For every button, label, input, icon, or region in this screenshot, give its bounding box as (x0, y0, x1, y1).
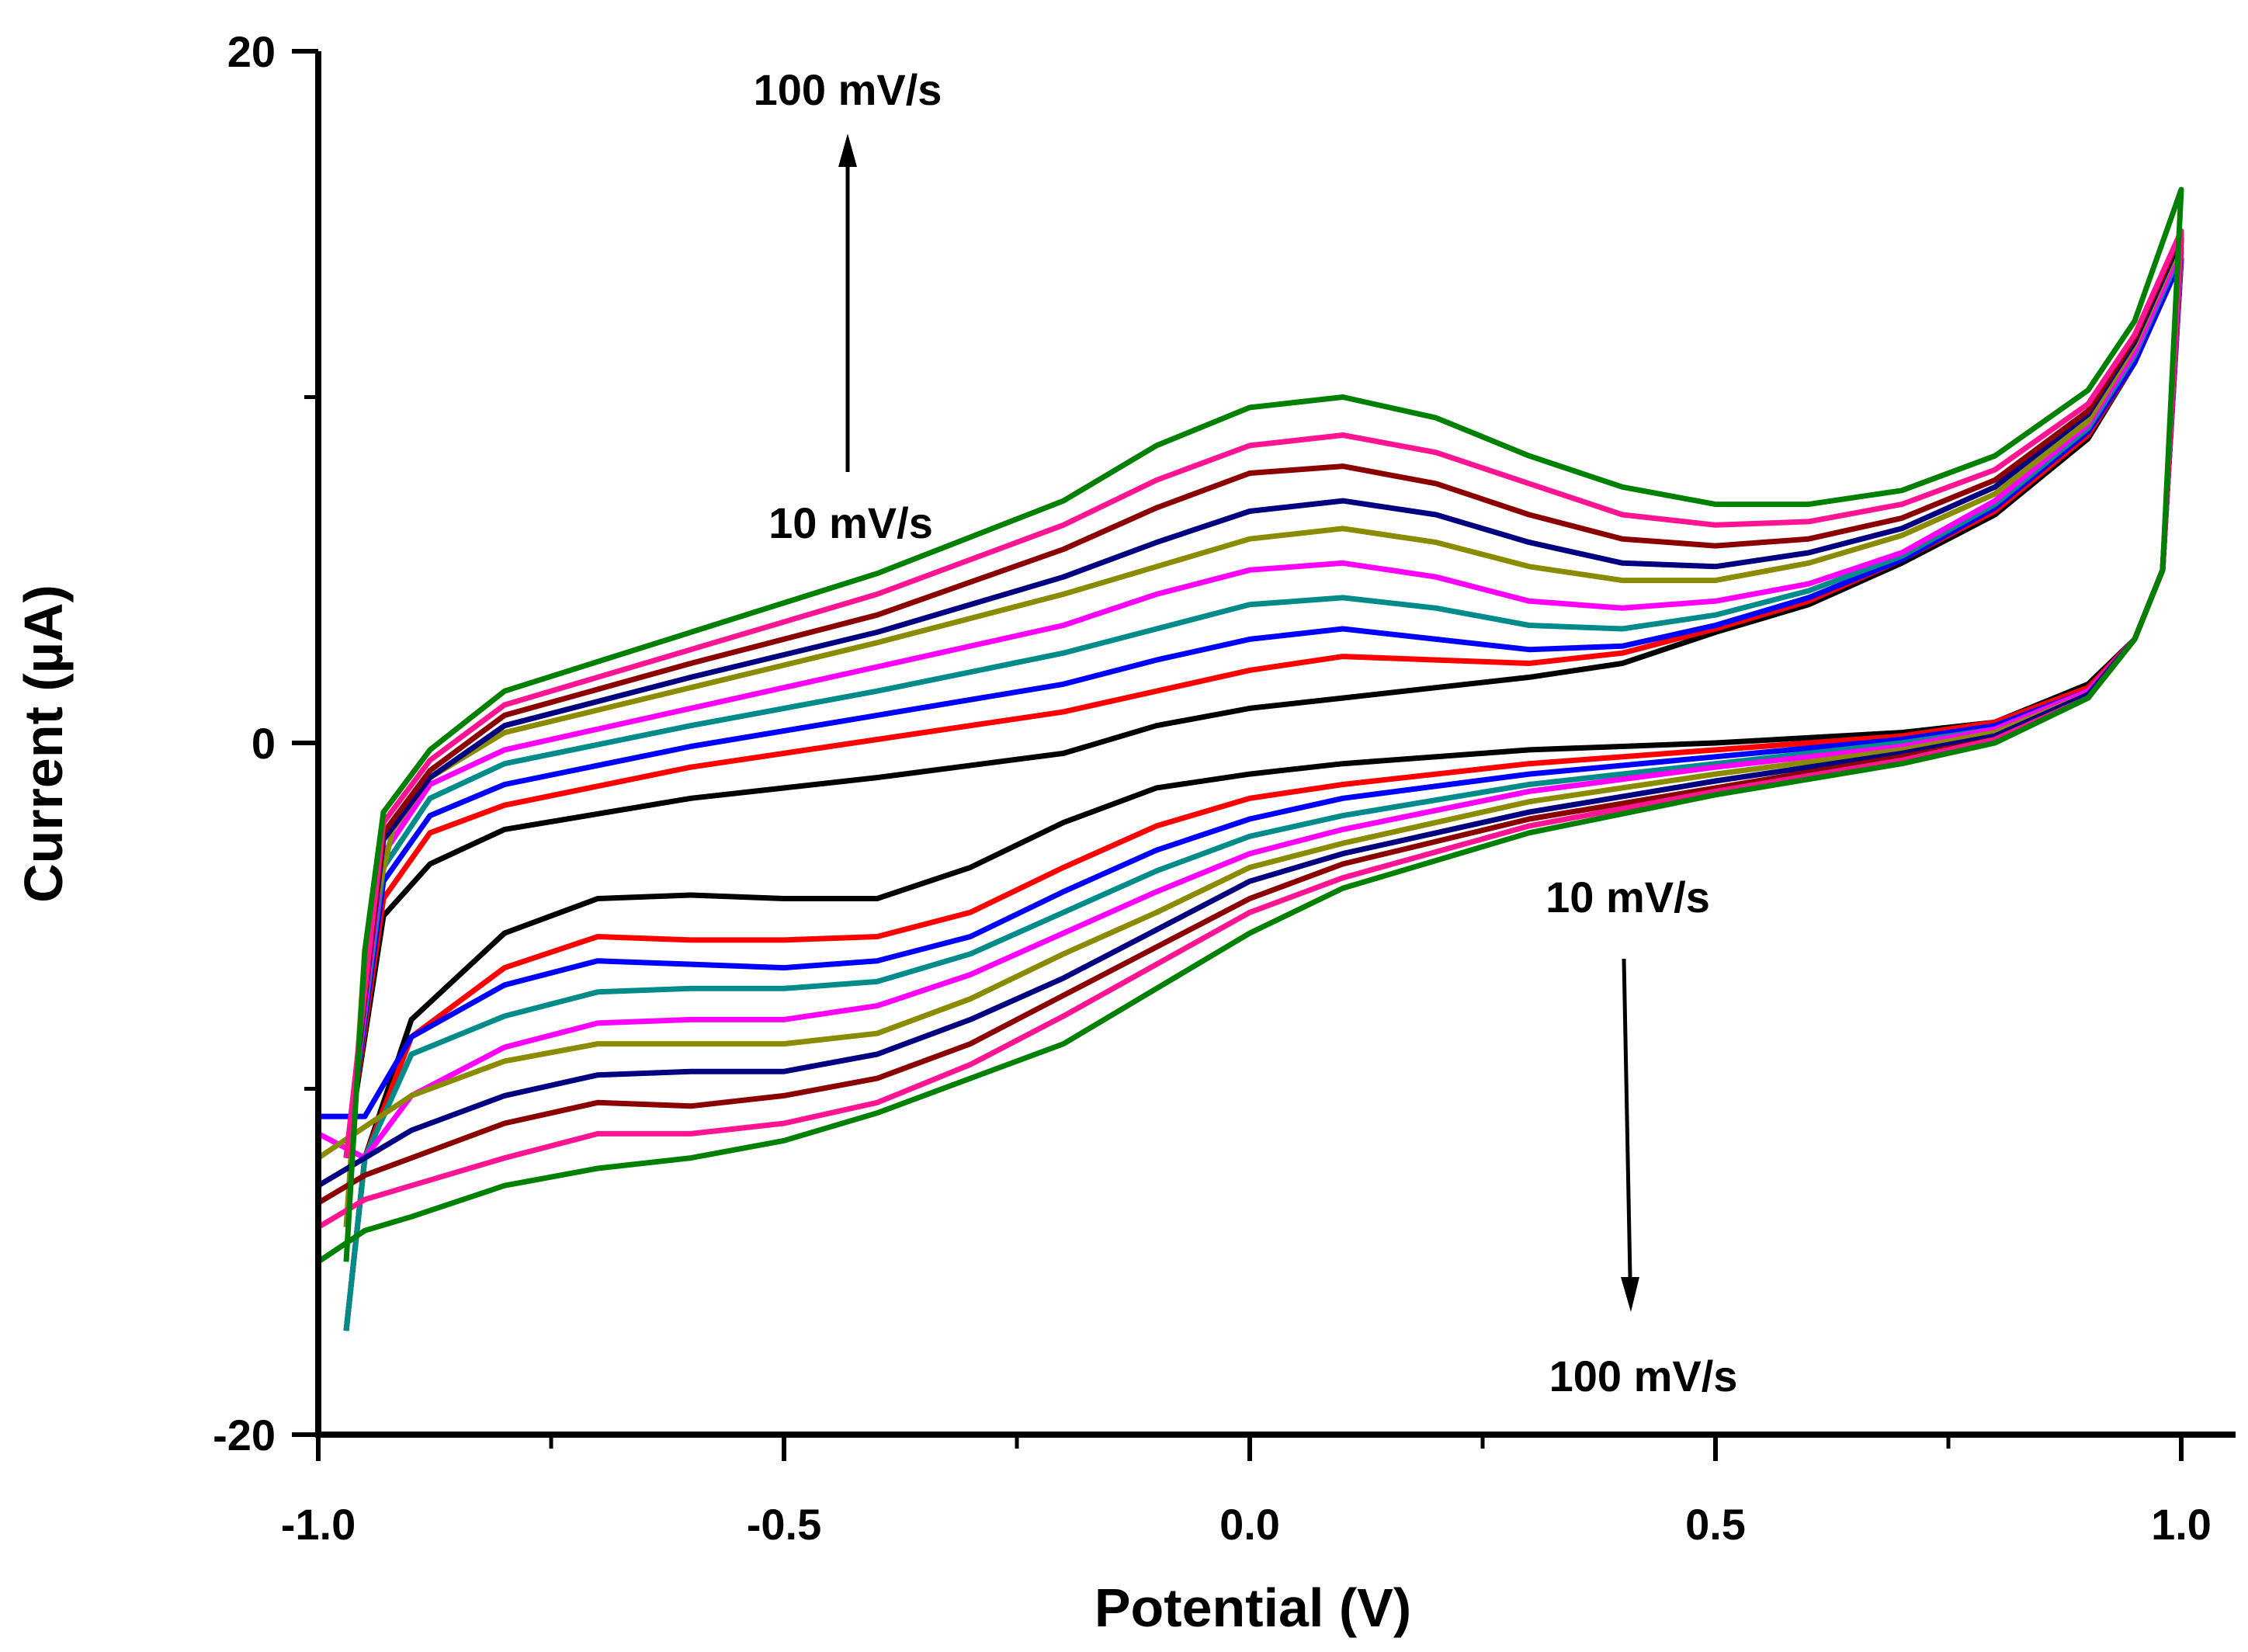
annotation-anodic-high: 100 mV/s (754, 65, 942, 114)
annotation-cathodic-high: 100 mV/s (1549, 1352, 1738, 1400)
tick-layer: -1.0 -0.5 0.0 0.5 1.0 -20 0 20 (213, 27, 2212, 1549)
y-tick-label: 20 (227, 27, 276, 76)
x-tick-label: -1.0 (281, 1500, 356, 1549)
x-tick-label: -0.5 (747, 1500, 822, 1549)
series-line-8 (317, 231, 2184, 1206)
x-tick-label: 0.0 (1219, 1500, 1280, 1549)
series-line-4 (343, 248, 2184, 1331)
series-line-2 (343, 255, 2184, 1331)
y-tick-label: -20 (213, 1411, 276, 1459)
x-axis-title: Potential (V) (1095, 1577, 1411, 1638)
cathodic-arrow-shaft (1622, 958, 1632, 1278)
x-tick-label: 0.5 (1685, 1500, 1746, 1549)
series-line-10 (317, 186, 2184, 1265)
y-tick-label: 0 (252, 719, 276, 768)
series-layer (317, 186, 2184, 1331)
cathodic-arrow-head (1621, 1277, 1639, 1312)
anodic-arrow-head (838, 134, 857, 167)
x-tick-label: 1.0 (2151, 1500, 2212, 1549)
annotation-anodic-low: 10 mV/s (768, 498, 933, 547)
annotation-cathodic-low: 10 mV/s (1546, 873, 1710, 921)
y-axis-title: Current (µA) (13, 585, 74, 903)
